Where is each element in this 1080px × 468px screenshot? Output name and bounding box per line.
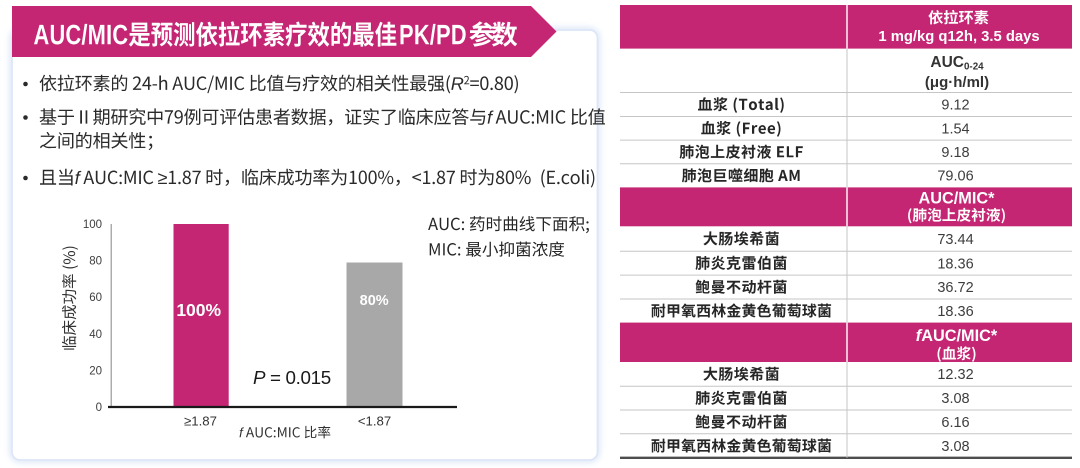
svg-text:18.36: 18.36 — [937, 304, 973, 320]
svg-text:6.16: 6.16 — [941, 415, 969, 431]
svg-text:100%: 100% — [176, 300, 221, 320]
svg-text:36.72: 36.72 — [937, 280, 973, 296]
svg-text:1 mg/kg q12h, 3.5 days: 1 mg/kg q12h, 3.5 days — [878, 29, 1039, 45]
svg-text:79.06: 79.06 — [937, 169, 973, 185]
svg-text:18.36: 18.36 — [937, 256, 973, 272]
svg-text:60: 60 — [89, 292, 102, 304]
svg-text:<1.87: <1.87 — [358, 413, 391, 428]
svg-text:1.54: 1.54 — [941, 121, 969, 137]
svg-text:9.12: 9.12 — [941, 98, 969, 114]
svg-text:3.08: 3.08 — [941, 391, 969, 407]
svg-text:0: 0 — [96, 402, 102, 414]
svg-text:fAUC/MIC*: fAUC/MIC* — [916, 327, 998, 345]
svg-text:3.08: 3.08 — [941, 439, 969, 455]
svg-text:80%: 80% — [360, 293, 389, 309]
svg-text:12.32: 12.32 — [937, 367, 973, 383]
svg-text:80: 80 — [89, 256, 102, 268]
svg-text:AUC0-24: AUC0-24 — [930, 54, 984, 73]
svg-text:(μg·h/ml): (μg·h/ml) — [925, 74, 989, 91]
svg-text:40: 40 — [89, 329, 102, 341]
svg-text:AUC/MIC*: AUC/MIC* — [919, 190, 996, 208]
svg-text:≥1.87: ≥1.87 — [184, 413, 217, 428]
svg-text:P = 0.015: P = 0.015 — [253, 367, 331, 388]
svg-text:9.18: 9.18 — [941, 145, 969, 161]
svg-text:73.44: 73.44 — [937, 232, 973, 248]
svg-text:20: 20 — [89, 365, 102, 377]
svg-text:100: 100 — [83, 219, 102, 231]
